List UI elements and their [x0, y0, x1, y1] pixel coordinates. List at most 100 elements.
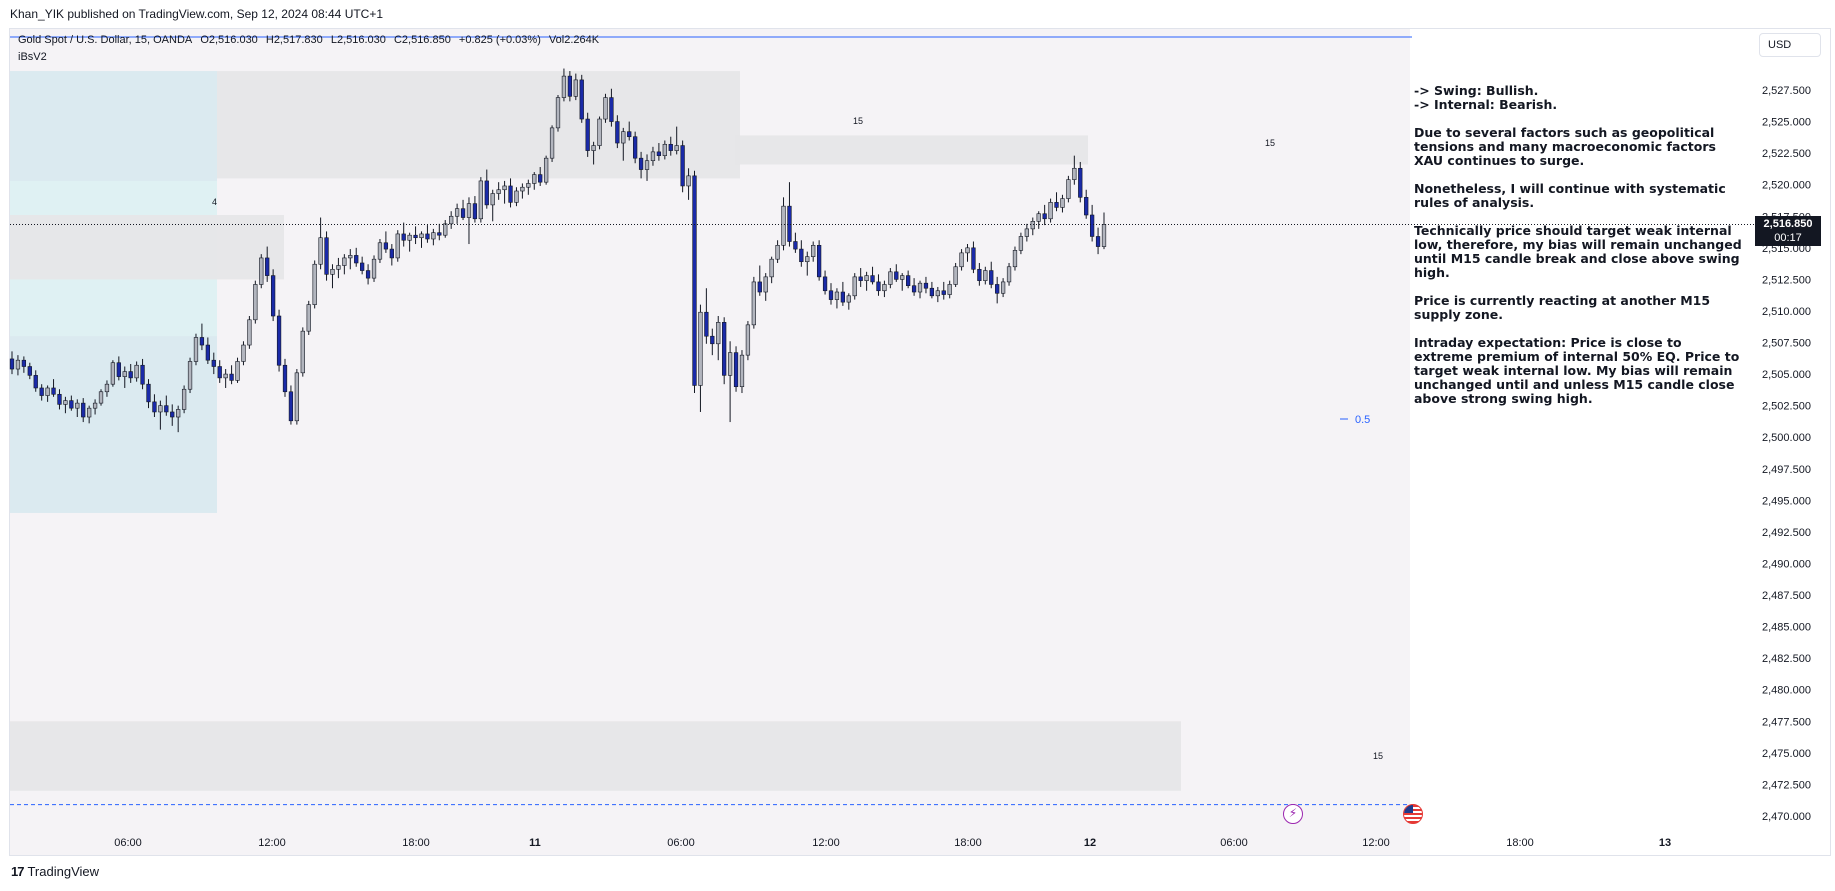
candle — [638, 151, 644, 179]
candle-down-body — [170, 411, 175, 418]
y-tick-label: 2,485.000 — [1762, 622, 1811, 634]
chart-frame — [9, 28, 1831, 856]
candle — [514, 187, 519, 207]
candle-up-body — [603, 97, 608, 120]
brand-name: TradingView — [27, 864, 100, 879]
candle-up-body — [769, 258, 774, 278]
candle-up-body — [852, 276, 857, 297]
candle-up-body — [395, 233, 400, 259]
candle — [490, 189, 495, 222]
candle — [205, 337, 210, 364]
candle — [193, 333, 199, 366]
last-price-label: 2,516.850 00:17 — [1755, 216, 1821, 246]
candle — [1048, 198, 1053, 223]
candle-down-body — [799, 248, 804, 263]
note-supply-zone: Price is currently reacting at another M… — [1414, 293, 1711, 322]
y-tick-label: 2,497.500 — [1762, 464, 1811, 476]
candle-up-body — [650, 151, 656, 162]
candle — [989, 261, 994, 289]
candle — [1036, 211, 1041, 229]
candle — [128, 363, 133, 383]
candle-up-body — [1024, 228, 1029, 237]
candle — [1042, 204, 1047, 226]
candle-down-body — [39, 387, 44, 396]
candle-down-body — [413, 234, 418, 239]
candle — [983, 266, 988, 285]
candle-down-body — [906, 275, 911, 287]
tradingview-logo-icon: 17 — [11, 864, 25, 879]
candle-up-body — [573, 79, 578, 97]
candle-down-body — [81, 402, 86, 418]
candle — [597, 116, 602, 150]
candle-down-body — [793, 241, 798, 250]
candle — [579, 74, 584, 123]
candle — [146, 379, 151, 409]
candle — [644, 154, 650, 181]
y-tick-label: 2,480.000 — [1762, 685, 1811, 697]
legend-close: C2,516.850 — [393, 34, 451, 46]
candle-down-body — [995, 284, 1000, 294]
eq-label: 0.5 — [1355, 414, 1370, 426]
candle-down-body — [929, 287, 935, 297]
candle-down-body — [437, 232, 442, 236]
candle-up-body — [87, 407, 92, 418]
candle — [917, 280, 923, 299]
candle-down-body — [1095, 236, 1101, 247]
candle — [929, 281, 935, 299]
candle-up-body — [449, 215, 454, 225]
candle — [110, 360, 116, 387]
candle-up-body — [514, 190, 519, 203]
candle-down-body — [472, 203, 478, 220]
candle — [235, 357, 240, 383]
x-tick-label: 12 — [1084, 837, 1096, 849]
candle-down-body — [51, 387, 56, 395]
currency-button[interactable]: USD — [1759, 33, 1821, 57]
candle-down-body — [941, 290, 946, 295]
note-intraday: Intraday expectation: Price is close to … — [1414, 335, 1740, 406]
tradingview-brand[interactable]: 17 TradingView — [11, 864, 99, 879]
publisher-header: Khan_YIK published on TradingView.com, S… — [10, 7, 384, 21]
candle-up-body — [122, 371, 127, 377]
candle — [51, 379, 56, 397]
candle — [116, 356, 121, 381]
indicator-label[interactable]: iBsV2 — [18, 51, 47, 63]
candle-up-body — [811, 245, 816, 257]
candle-down-body — [538, 174, 543, 183]
y-tick-label: 2,507.500 — [1762, 338, 1811, 350]
candle — [354, 247, 359, 267]
candle-down-body — [217, 366, 222, 379]
candle — [158, 400, 163, 430]
candle — [330, 264, 335, 289]
x-tick-label: 18:00 — [1506, 837, 1534, 849]
candle-down-body — [360, 262, 365, 271]
candle-up-body — [259, 257, 264, 285]
candle — [698, 304, 703, 412]
candle — [941, 281, 946, 300]
y-tick-label: 2,522.500 — [1762, 148, 1811, 160]
candle — [900, 273, 905, 291]
candle-up-body — [543, 157, 549, 183]
candle — [259, 254, 264, 289]
candle — [134, 361, 139, 382]
candle — [1018, 232, 1024, 255]
candle — [526, 179, 531, 195]
us-flag-event-icon[interactable] — [1403, 804, 1423, 824]
candle-down-body — [116, 362, 121, 377]
candle-down-body — [288, 391, 294, 422]
candle — [615, 115, 620, 149]
candle — [336, 257, 341, 279]
lightning-event-icon[interactable]: ⚡ — [1283, 804, 1303, 824]
candle-down-body — [365, 270, 371, 279]
candle — [876, 274, 881, 296]
note-factors: Due to several factors such as geopoliti… — [1414, 125, 1716, 168]
candle — [532, 172, 537, 190]
x-tick-label: 18:00 — [402, 837, 430, 849]
candle — [733, 346, 739, 392]
candle-up-body — [561, 75, 567, 98]
candle — [561, 68, 567, 102]
y-tick-label: 2,475.000 — [1762, 748, 1811, 760]
candle — [538, 167, 543, 186]
candle-up-body — [846, 295, 851, 303]
candle-down-body — [733, 352, 739, 388]
